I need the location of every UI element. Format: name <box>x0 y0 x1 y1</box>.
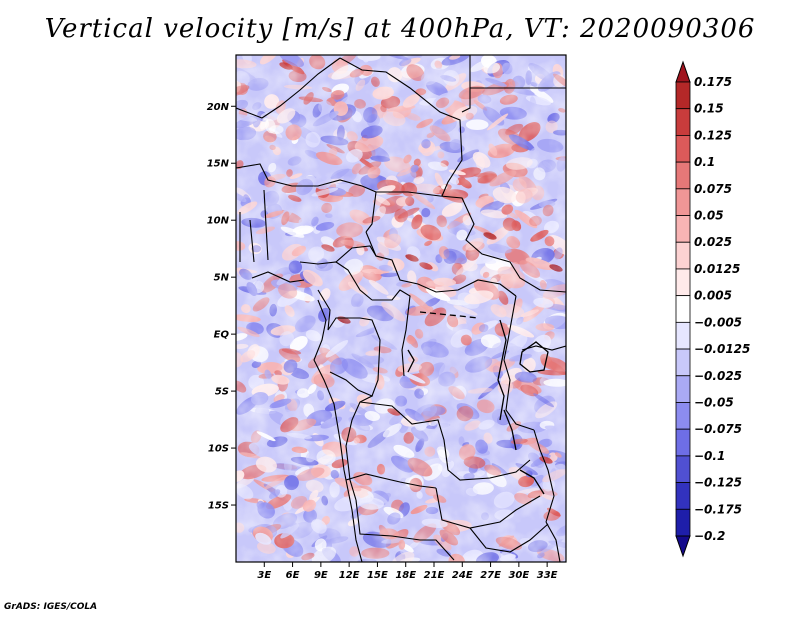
colorbar: 0.175 0.15 0.125 0.1 0.075 0.05 0.025 0.0125 0.0… <box>675 60 750 558</box>
colorbar-label: −0.025 <box>694 369 742 383</box>
coastline <box>313 299 363 562</box>
latitude-axis: 20N 15N 10N 5N EQ 5S 10S 15S <box>207 102 236 512</box>
colorbar-segment <box>675 161 691 190</box>
lake-malawi <box>503 409 517 451</box>
colorbar-segment <box>675 241 691 270</box>
colorbar-segment <box>675 81 691 110</box>
lon-tick-label: 21E <box>424 570 445 581</box>
border-line <box>365 231 517 297</box>
colorbar-segment <box>675 375 691 403</box>
border-line <box>299 261 373 301</box>
velocity-field <box>236 55 566 562</box>
lon-tick-label: 12E <box>339 570 360 581</box>
colorbar-segment <box>675 188 691 216</box>
colorbar-max-arrow <box>675 60 691 83</box>
lat-tick-label: 15N <box>207 159 230 170</box>
border-line <box>503 295 535 431</box>
coastline <box>251 271 305 283</box>
lat-tick-label: EQ <box>214 330 230 341</box>
colorbar-label: −0.05 <box>694 395 734 409</box>
colorbar-label: −0.005 <box>694 315 742 329</box>
map-title: Vertical velocity [m/s] at 400hPa, VT: 2… <box>44 14 756 44</box>
border-line <box>335 245 377 263</box>
lat-tick-label: 10N <box>207 216 230 227</box>
colorbar-label: 0.0125 <box>694 262 740 276</box>
lat-tick-label: 5S <box>215 387 229 398</box>
colorbar-segment <box>675 428 691 457</box>
colorbar-label: −0.1 <box>694 449 725 463</box>
border-line <box>345 473 437 489</box>
border-line <box>236 57 341 119</box>
colorbar-segment <box>675 402 691 430</box>
lon-tick-label: 30E <box>508 570 529 581</box>
colorbar-min-arrow <box>675 535 691 558</box>
colorbar-segment <box>675 455 691 483</box>
lon-tick-label: 6E <box>286 570 300 581</box>
lon-tick-label: 3E <box>257 570 271 581</box>
border-line <box>376 191 566 293</box>
lat-tick-label: 5N <box>214 273 230 284</box>
colorbar-label: 0.075 <box>694 182 732 196</box>
longitude-axis: 3E 6E 9E 12E 15E 18E 21E 24E 27E 30E 33E <box>257 562 558 581</box>
border-line <box>545 521 561 562</box>
border-line <box>435 487 541 529</box>
lake-tanganyika <box>497 319 507 421</box>
colorbar-label: −0.0125 <box>694 342 750 356</box>
border-line <box>263 189 269 261</box>
colorbar-label: 0.125 <box>694 128 732 142</box>
lat-tick-label: 10S <box>208 444 229 455</box>
colorbar-segment <box>675 135 691 163</box>
border-line <box>461 55 471 113</box>
border-line <box>533 429 555 523</box>
border-line <box>469 523 549 553</box>
field-texture <box>236 55 566 562</box>
border-line <box>339 57 463 197</box>
colorbar-label: −0.175 <box>694 502 742 516</box>
colorbar-segment <box>675 215 691 243</box>
credit-text: GrADS: IGES/COLA <box>4 602 98 612</box>
colorbar-segment <box>675 295 691 323</box>
colorbar-segment <box>675 482 691 510</box>
lake-outline <box>519 469 545 495</box>
colorbar-label: −0.2 <box>694 529 725 543</box>
lon-tick-label: 27E <box>480 570 501 581</box>
colorbar-segment <box>675 108 691 136</box>
lon-tick-label: 33E <box>537 570 558 581</box>
lakes <box>407 311 549 495</box>
lat-tick-label: 15S <box>208 501 229 512</box>
colorbar-segment <box>675 508 691 537</box>
lon-tick-label: 24E <box>452 570 473 581</box>
border-line <box>317 289 381 397</box>
colorbar-label: −0.125 <box>694 476 742 490</box>
map-frame <box>235 54 567 563</box>
colorbar-segment <box>675 268 691 297</box>
colorbar-label: 0.175 <box>694 75 732 89</box>
lat-tick-label: 20N <box>207 102 230 113</box>
colorbar-segment <box>675 348 691 377</box>
colorbar-label: 0.025 <box>694 235 732 249</box>
lon-tick-label: 18E <box>395 570 416 581</box>
border-line <box>249 219 255 263</box>
colorbar-label: 0.1 <box>694 155 715 169</box>
river-outline <box>407 349 415 373</box>
lon-tick-label: 15E <box>367 570 388 581</box>
colorbar-label: 0.15 <box>694 102 724 116</box>
border-line <box>372 289 411 377</box>
border-line <box>236 163 377 233</box>
border-line <box>355 499 455 561</box>
border-line <box>359 401 531 481</box>
colorbar-segment <box>675 321 691 350</box>
country-borders <box>236 55 566 562</box>
colorbar-label: 0.005 <box>694 289 732 303</box>
lake-victoria <box>519 341 549 373</box>
river-outline <box>419 311 479 319</box>
lon-tick-label: 9E <box>314 570 328 581</box>
colorbar-label: 0.05 <box>694 209 724 223</box>
colorbar-label: −0.075 <box>694 422 742 436</box>
